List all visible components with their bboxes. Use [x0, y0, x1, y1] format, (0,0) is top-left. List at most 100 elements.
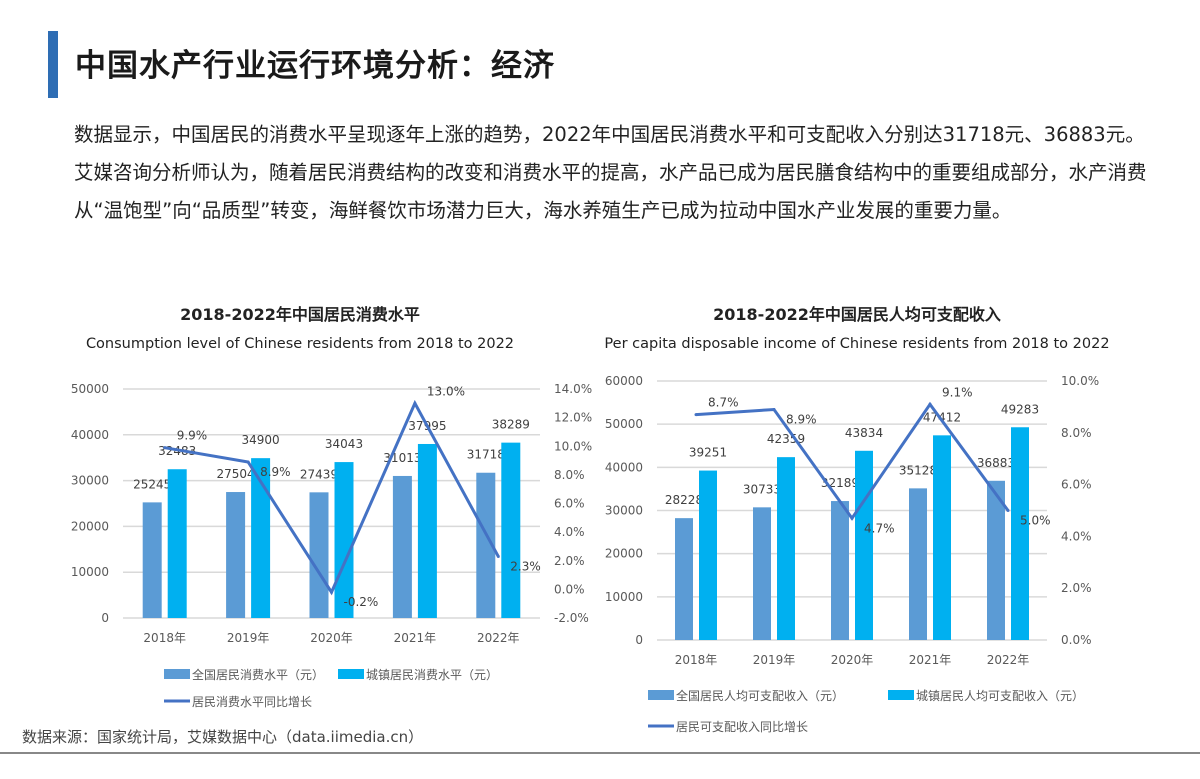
x-tick-label: 2021年 [909, 653, 952, 667]
data-source: 数据来源：国家统计局，艾媒数据中心（data.iimedia.cn） [22, 728, 424, 746]
growth-point [330, 590, 333, 594]
chart2-title: 2018-2022年中国居民人均可支配收入 [713, 305, 1001, 324]
y-tick-label: 30000 [605, 504, 643, 518]
bar-national [987, 480, 1005, 640]
y-tick-label: 20000 [71, 519, 109, 533]
x-tick-label: 2018年 [675, 653, 718, 667]
growth-point [928, 402, 932, 406]
chart2-subtitle: Per capita disposable income of Chinese … [604, 336, 1110, 352]
chart1-subtitle: Consumption level of Chinese residents f… [85, 336, 515, 352]
growth-point [850, 516, 854, 520]
title-accent-bar [48, 31, 58, 98]
growth-data-label: 8.7% [708, 396, 739, 410]
y2-tick-label: 4.0% [554, 525, 585, 539]
bar-urban [855, 450, 873, 640]
page-title: 中国水产行业运行环境分析：经济 [75, 48, 555, 84]
legend-label: 居民可支配收入同比增长 [676, 720, 808, 734]
y-tick-label: 20000 [605, 547, 643, 561]
bar-data-label: 49283 [1001, 402, 1039, 416]
bar-national [675, 518, 693, 640]
x-tick-label: 2020年 [831, 653, 874, 667]
y2-tick-label: 10.0% [1061, 374, 1099, 388]
bar-national [909, 488, 927, 640]
growth-point [694, 413, 698, 417]
bar-data-label: 35128 [899, 463, 937, 477]
bar-data-label: 43834 [845, 426, 883, 440]
growth-point [496, 554, 500, 558]
growth-point [246, 460, 250, 464]
y2-tick-label: 2.0% [1061, 581, 1092, 595]
y-tick-label: 40000 [605, 460, 643, 474]
y2-tick-label: -2.0% [554, 611, 589, 625]
y-tick-label: 0 [101, 611, 109, 625]
bar-data-label: 31718 [467, 448, 505, 462]
y-tick-label: 10000 [605, 590, 643, 604]
growth-data-label: 2.3% [510, 559, 541, 573]
bar-data-label: 38289 [492, 418, 530, 432]
growth-point [413, 401, 417, 405]
bar-national [476, 472, 496, 618]
bar-urban [699, 470, 717, 640]
bar-urban [167, 469, 187, 618]
x-tick-label: 2019年 [227, 631, 270, 645]
bar-data-label: 36883 [977, 456, 1015, 470]
y-tick-label: 10000 [71, 565, 109, 579]
legend-label: 城镇居民消费水平（元） [366, 668, 498, 682]
growth-point [1006, 509, 1010, 512]
bar-data-label: 47412 [923, 410, 961, 424]
bar-data-label: 27504 [217, 467, 255, 481]
bar-data-label: 42359 [767, 432, 805, 446]
bar-national [392, 475, 412, 618]
body-paragraph: 数据显示，中国居民的消费水平呈现逐年上涨的趋势，2022年中国居民消费水平和可支… [74, 123, 1147, 222]
bar-urban [417, 443, 437, 618]
bar-data-label: 34043 [325, 437, 363, 451]
bar-urban [1011, 427, 1029, 640]
legend-swatch [888, 690, 914, 700]
y2-tick-label: 8.0% [1061, 426, 1092, 440]
y2-tick-label: 4.0% [1061, 529, 1092, 543]
legend-label: 居民消费水平同比增长 [192, 695, 312, 709]
y2-tick-label: 8.0% [554, 468, 585, 482]
y-tick-label: 60000 [605, 374, 643, 388]
bar-national [309, 492, 329, 618]
bar-national [226, 492, 246, 618]
y2-tick-label: 6.0% [554, 497, 585, 511]
bar-national [753, 507, 771, 640]
growth-data-label: 8.9% [260, 465, 291, 479]
legend-label: 城镇居民人均可支配收入（元） [916, 689, 1084, 703]
y2-tick-label: 10.0% [554, 439, 592, 453]
x-tick-label: 2021年 [394, 631, 437, 645]
growth-data-label: 9.1% [942, 385, 973, 399]
x-tick-label: 2020年 [310, 631, 353, 645]
growth-data-label: 4.7% [864, 521, 895, 535]
legend-swatch [338, 669, 364, 679]
y-tick-label: 50000 [605, 417, 643, 431]
y2-tick-label: 0.0% [554, 582, 585, 596]
y2-tick-label: 0.0% [1061, 633, 1092, 647]
y2-tick-label: 14.0% [554, 382, 592, 396]
bar-urban [501, 442, 521, 618]
y2-tick-label: 12.0% [554, 411, 592, 425]
bar-data-label: 39251 [689, 446, 727, 460]
bar-urban [251, 458, 271, 618]
growth-data-label: 5.0% [1020, 514, 1051, 528]
bar-data-label: 27439 [300, 467, 338, 481]
y2-tick-label: 2.0% [554, 554, 585, 568]
bar-urban [334, 462, 354, 618]
legend-label: 全国居民消费水平（元） [192, 667, 324, 682]
x-tick-label: 2019年 [753, 653, 796, 667]
x-tick-label: 2022年 [987, 653, 1030, 667]
bottom-divider [0, 752, 1200, 754]
bar-data-label: 34900 [242, 433, 280, 447]
bar-data-label: 28228 [665, 493, 703, 507]
growth-data-label: 9.9% [177, 429, 208, 443]
growth-point [772, 407, 776, 411]
bar-data-label: 30733 [743, 482, 781, 496]
bar-national [831, 501, 849, 640]
y-tick-label: 30000 [71, 474, 109, 488]
x-tick-label: 2022年 [477, 631, 520, 645]
growth-data-label: 8.9% [786, 412, 817, 426]
bar-national [142, 502, 162, 618]
y2-tick-label: 6.0% [1061, 478, 1092, 492]
